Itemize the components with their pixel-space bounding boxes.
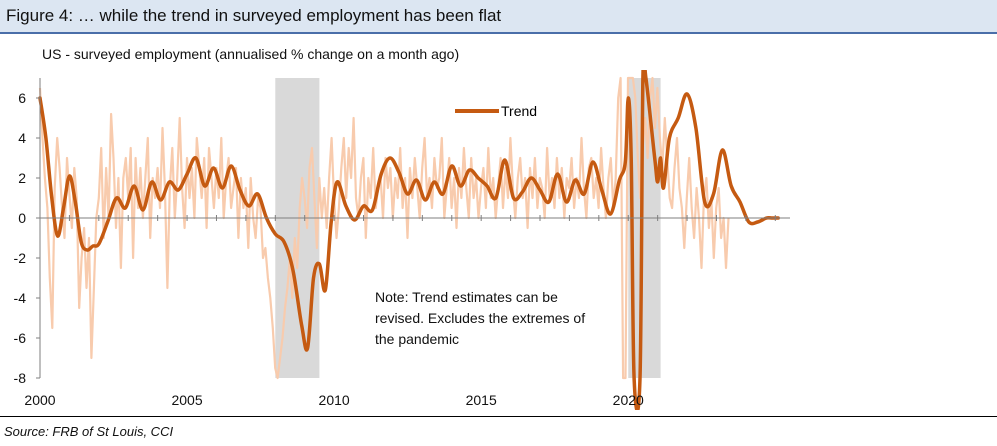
chart-canvas: -8 -6 -4 -2 0 2 4 6 2000 2005 2010 2015 2020 [14, 70, 790, 410]
y-tick-label: 0 [18, 210, 26, 226]
y-tick-label: 4 [18, 130, 26, 146]
source-note: Source: FRB of St Louis, CCI [4, 424, 174, 439]
x-tick-label: 2010 [319, 392, 350, 408]
y-tick-label: -8 [14, 370, 27, 386]
legend-trend-label: Trend [501, 103, 538, 119]
x-tick-label: 2015 [466, 392, 497, 408]
title-divider [0, 32, 997, 34]
figure-title: Figure 4: … while the trend in surveyed … [0, 0, 997, 32]
trend-series-line [38, 70, 780, 410]
y-tick-label: 6 [18, 90, 26, 106]
x-tick-label: 2005 [171, 392, 202, 408]
x-tick-label: 2000 [24, 392, 55, 408]
chart-note: Note: Trend estimates can be revised. Ex… [375, 289, 586, 347]
bottom-divider [0, 416, 997, 417]
x-tick-label: 2020 [613, 392, 644, 408]
y-tick-label: -6 [14, 330, 27, 346]
trend-layer [38, 70, 780, 410]
chart-title: US - surveyed employment (annualised % c… [42, 46, 460, 62]
y-tick-label: -2 [14, 250, 27, 266]
legend-trend-swatch [455, 109, 499, 113]
axis-layer: -8 -6 -4 -2 0 2 4 6 2000 2005 2010 2015 2020 [14, 78, 790, 408]
y-tick-label: 2 [18, 170, 26, 186]
y-tick-label: -4 [14, 290, 27, 306]
legend: Trend [455, 103, 537, 119]
